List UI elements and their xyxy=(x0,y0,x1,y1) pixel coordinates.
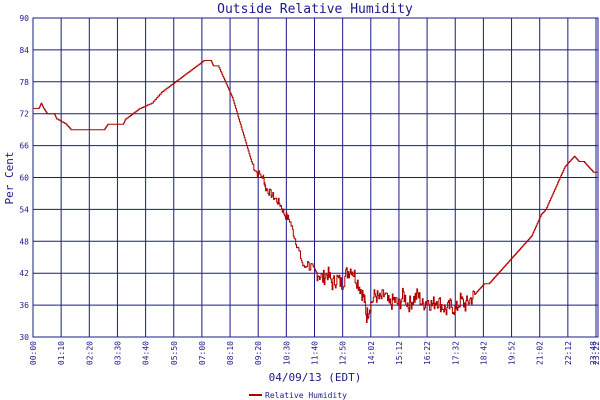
x-tick-label: 21:02 xyxy=(536,341,545,365)
x-tick-label: 05:50 xyxy=(170,341,179,365)
legend: Relative Humidity xyxy=(249,391,347,400)
y-tick-label: 90 xyxy=(19,14,29,23)
x-tick-label: 12:50 xyxy=(339,341,348,365)
x-tick-label: 04:40 xyxy=(142,341,151,365)
x-tick-label: 02:20 xyxy=(85,341,94,365)
y-tick-label: 30 xyxy=(19,333,29,342)
chart-title: Outside Relative Humidity xyxy=(217,2,413,17)
plot-area-border xyxy=(32,17,599,338)
x-tick-label: 15:12 xyxy=(395,341,404,365)
x-axis-label: 04/09/13 (EDT) xyxy=(269,371,362,384)
y-tick-label: 48 xyxy=(19,237,29,246)
series-line-0 xyxy=(33,60,598,323)
series xyxy=(33,60,598,323)
x-tick-label: 19:52 xyxy=(508,341,517,365)
x-tick-label: 10:30 xyxy=(282,341,291,365)
x-tick-label: 16:22 xyxy=(423,341,432,365)
y-tick-label: 54 xyxy=(19,205,29,214)
y-tick-label: 36 xyxy=(19,301,29,310)
x-tick-label: 00:00 xyxy=(29,341,38,365)
x-tick-label: 03:30 xyxy=(113,341,122,365)
x-tick-label: 22:12 xyxy=(564,341,573,365)
x-tick-label: 07:00 xyxy=(198,341,207,365)
x-tick-label: 11:40 xyxy=(311,341,320,365)
y-tick-label: 72 xyxy=(19,110,29,119)
y-tick-label: 84 xyxy=(19,46,29,55)
y-tick-label: 78 xyxy=(19,78,29,87)
x-tick-label: 08:10 xyxy=(226,341,235,365)
x-tick-label: 09:20 xyxy=(254,341,263,365)
x-tick-label: 23:48 xyxy=(589,341,598,365)
x-tick-label: 18:42 xyxy=(479,341,488,365)
x-axis-ticks: 00:00 01:10 02:20 03:30 04:40 05:50 07:00 08:10… xyxy=(29,341,600,365)
x-tick-label: 17:32 xyxy=(451,341,460,365)
y-tick-label: 66 xyxy=(19,142,29,151)
x-tick-label: 01:10 xyxy=(57,341,66,365)
y-tick-label: 60 xyxy=(19,174,29,183)
y-axis-ticks: 30 36 42 48 54 60 66 72 78 84 90 xyxy=(19,14,29,342)
legend-label: Relative Humidity xyxy=(265,391,347,400)
x-tick-label: 23:22 xyxy=(592,341,600,365)
y-axis-label: Per Cent xyxy=(3,152,16,205)
x-tick-label: 14:02 xyxy=(367,341,376,365)
y-tick-label: 42 xyxy=(19,269,29,278)
